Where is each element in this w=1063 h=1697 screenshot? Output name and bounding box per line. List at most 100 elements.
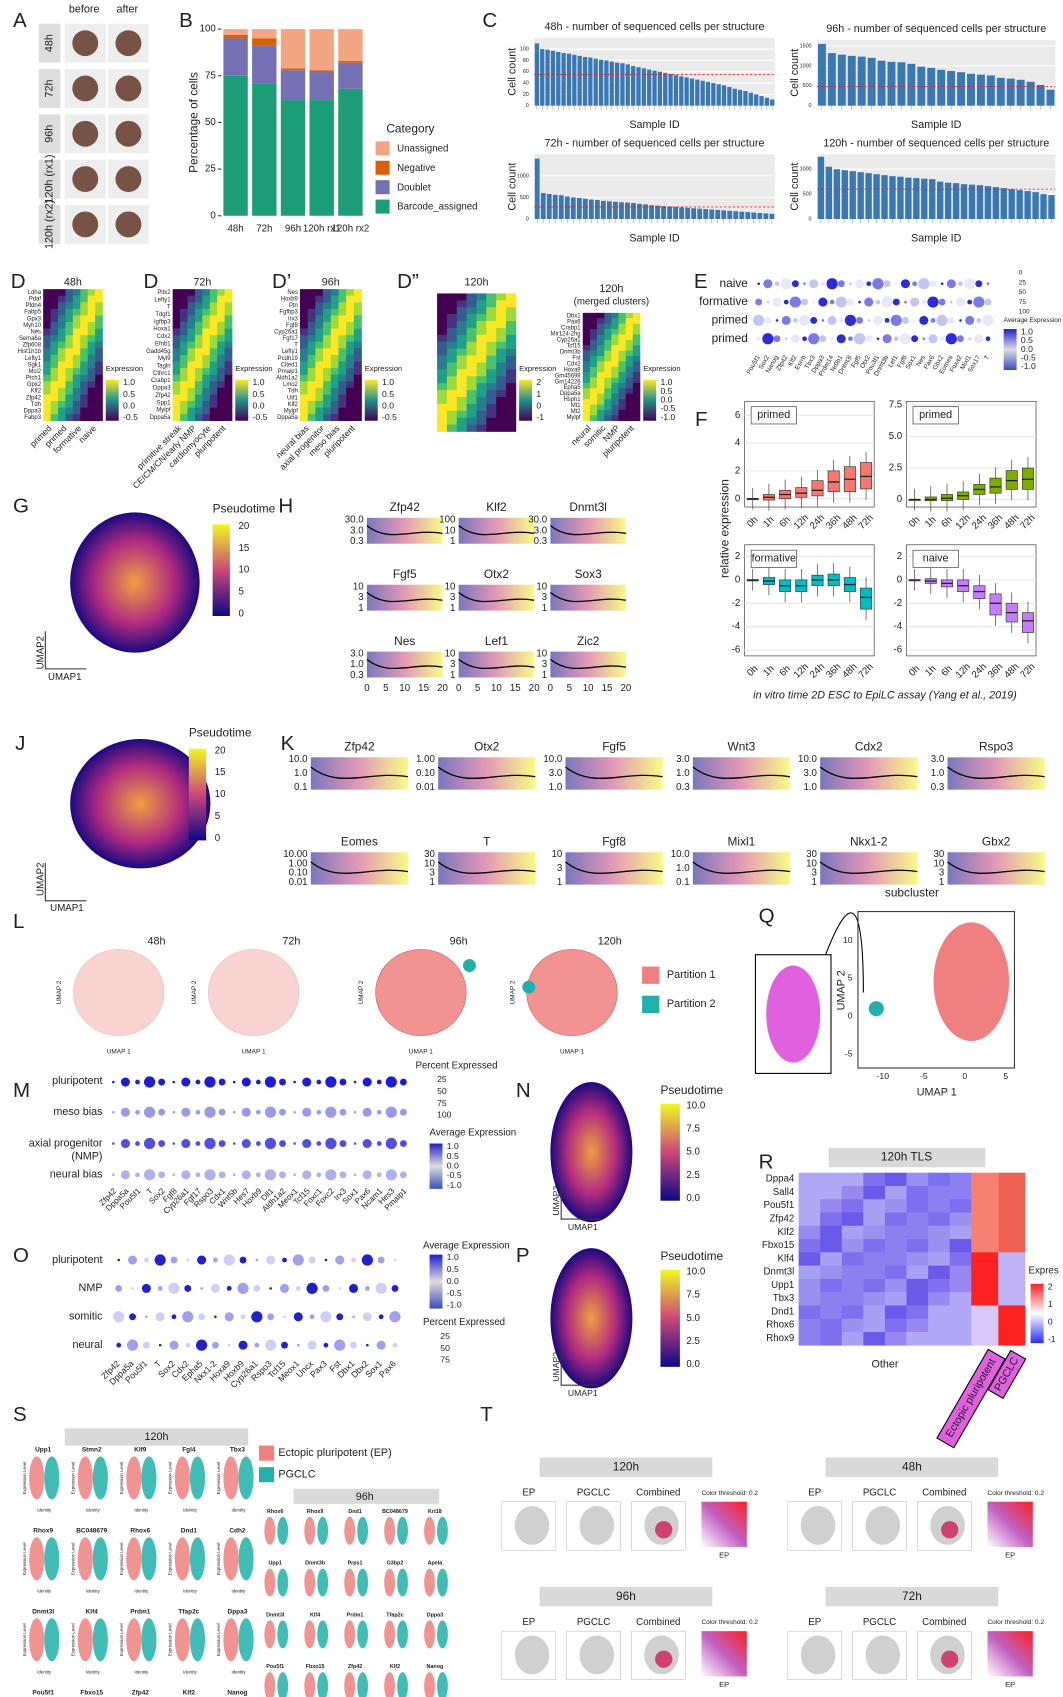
heat-cell (87, 289, 96, 297)
box (795, 487, 808, 498)
label: 1 (358, 603, 363, 614)
heat-cell (582, 350, 591, 357)
dot (892, 298, 900, 306)
bar-segment (223, 75, 248, 216)
heat-cell (506, 403, 517, 412)
dot (353, 1110, 357, 1114)
label: Rspo3 (979, 740, 1014, 754)
heat-cell (437, 334, 448, 343)
violin (223, 1537, 239, 1581)
heat-cell (217, 387, 225, 395)
heat-cell (50, 374, 59, 382)
dot (364, 1286, 370, 1291)
heat-cell (43, 289, 51, 297)
heat-cell (194, 348, 203, 356)
heat-cell (202, 374, 211, 382)
heat-cell (611, 361, 619, 368)
heat-cell (217, 315, 225, 323)
label: 500 (803, 83, 812, 89)
trend-curve (692, 861, 791, 874)
dot (204, 1169, 216, 1181)
dot (846, 298, 854, 306)
dot (157, 1286, 163, 1291)
label: 0.01 (416, 782, 435, 793)
label: axial progenitor (29, 1137, 103, 1149)
heat-cell (80, 308, 89, 316)
label: Tbx3 (773, 1293, 795, 1304)
trend-bg (947, 852, 1045, 885)
colorbar (519, 379, 533, 421)
heat-cell (194, 361, 203, 369)
label: 120h rx1 (303, 223, 341, 234)
heat-cell (884, 1278, 907, 1293)
dot (266, 1255, 276, 1265)
heat-cell (338, 341, 347, 349)
label: 24h (808, 513, 827, 532)
label: Identity (37, 1588, 52, 1593)
label: 1.0 (382, 377, 394, 387)
heat-cell (998, 1318, 1026, 1333)
label: Expression Level (168, 1462, 173, 1495)
dot (325, 1106, 337, 1118)
label: Utf1 (287, 395, 298, 401)
heat-cell (187, 328, 196, 336)
heat-cell (618, 361, 626, 368)
dot (292, 1254, 304, 1266)
heat-cell (346, 335, 355, 343)
label: pluripotent (52, 1254, 102, 1266)
heat-cell (346, 368, 355, 375)
heat-cell (486, 410, 497, 419)
heat-cell (971, 1185, 999, 1200)
heat-cell (884, 1199, 907, 1213)
dot (264, 1076, 277, 1088)
heat-cell (217, 400, 225, 408)
heat-cell (217, 322, 225, 329)
heat-cell (224, 394, 233, 402)
label: 36h (824, 513, 843, 532)
dot (339, 1171, 347, 1179)
bar (1024, 191, 1031, 219)
heat-cell (589, 393, 598, 400)
heat-cell (224, 289, 233, 297)
heat-cell (906, 1252, 929, 1266)
heat-cell (928, 1292, 951, 1306)
label: Identity (232, 1669, 247, 1674)
heat-cell (209, 335, 218, 343)
label: Mylpf (284, 408, 299, 414)
bar (759, 96, 764, 106)
title-box (750, 549, 797, 568)
heat-cell (446, 362, 458, 370)
bar (576, 197, 582, 219)
bar (641, 68, 646, 106)
label: 15 (418, 683, 429, 694)
bar (763, 213, 769, 219)
label: 0 (210, 210, 216, 221)
dot (143, 1106, 156, 1118)
label: Otx2 (474, 740, 499, 754)
violin (44, 1456, 60, 1500)
panel-letter: N (516, 1079, 531, 1102)
heat-cell (307, 400, 316, 408)
bar (1040, 194, 1047, 219)
label: 0.3 (676, 782, 690, 793)
heat-cell (476, 383, 487, 391)
dot (210, 1283, 220, 1293)
heat-cell (506, 327, 517, 336)
heat-cell (353, 354, 362, 362)
label: 100 (439, 515, 456, 526)
heat-cell (798, 1331, 821, 1346)
heat-cell (224, 400, 233, 408)
dot (255, 1141, 261, 1146)
heat-cell (998, 1185, 1026, 1200)
dot (145, 1315, 148, 1319)
violin (397, 1568, 408, 1597)
dot (830, 337, 834, 341)
label: Cell count (506, 163, 518, 211)
bar (705, 81, 711, 106)
dot (866, 281, 872, 287)
label: T (167, 305, 171, 311)
label: NMP (79, 1282, 103, 1294)
label: Gpx2 (27, 382, 41, 388)
heat-cell (172, 354, 181, 362)
dot (910, 297, 920, 307)
